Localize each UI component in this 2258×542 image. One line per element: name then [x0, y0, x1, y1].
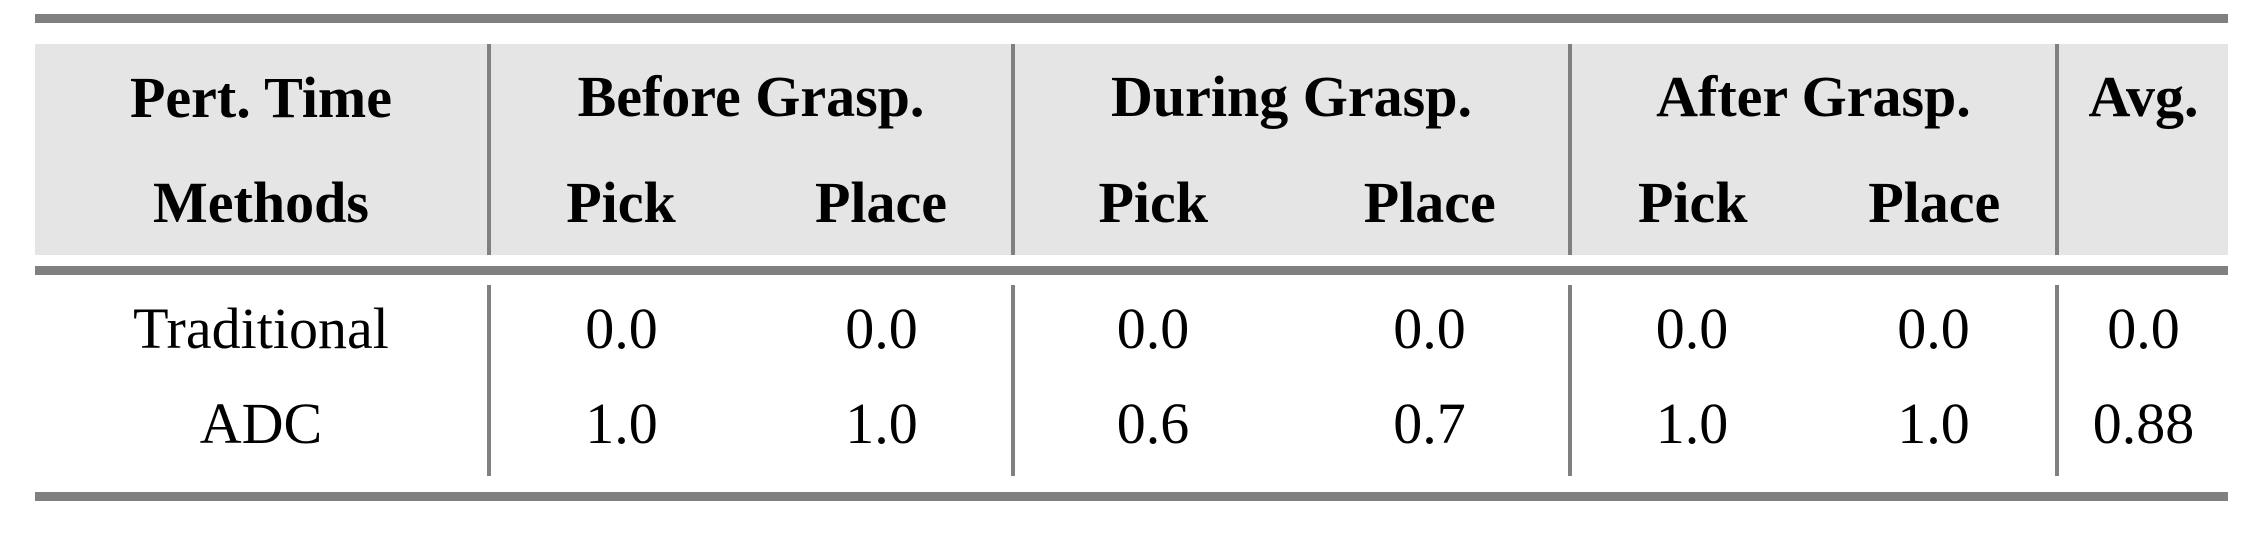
row-label-traditional: Traditional: [133, 295, 389, 361]
header-group-during-grasp: During Grasp. Pick Place: [1015, 44, 1568, 255]
header-cell-avg: Avg.: [2059, 44, 2228, 255]
header-methods-label: Methods: [153, 169, 369, 235]
header-separator-1: [487, 44, 491, 255]
body-separator-1: [487, 285, 491, 476]
header-before-grasp-label: Before Grasp.: [577, 64, 925, 129]
cell-adc-before-place: 1.0: [845, 390, 918, 456]
cell-traditional-after-pick: 0.0: [1655, 295, 1729, 361]
header-avg-label: Avg.: [2088, 64, 2199, 129]
header-after-grasp-pick: Pick: [1637, 169, 1748, 235]
table-header-background: [35, 44, 2228, 255]
header-separator-3: [1568, 44, 1572, 255]
column-during-place: 0.0 0.7: [1291, 281, 1568, 486]
cell-traditional-after-place: 0.0: [1897, 295, 1970, 361]
body-separator-3: [1568, 285, 1572, 476]
table-top-rule: [35, 14, 2228, 23]
header-group-before-grasp: Before Grasp. Pick Place: [491, 44, 1011, 255]
header-separator-2: [1011, 44, 1015, 255]
header-during-grasp-place: Place: [1363, 169, 1496, 235]
table-body: Traditional ADC 0.0 1.0 0.0 1.0 0.0 0.6 …: [35, 281, 2228, 486]
cell-adc-after-place: 1.0: [1897, 390, 1970, 456]
header-separator-4: [2055, 44, 2059, 255]
header-before-grasp-pick: Pick: [566, 169, 676, 235]
header-during-grasp-label: During Grasp.: [1111, 64, 1472, 129]
header-before-grasp-place: Place: [814, 169, 948, 235]
cell-traditional-before-place: 0.0: [845, 295, 918, 361]
header-after-grasp-place: Place: [1868, 169, 2001, 235]
column-before-pick: 0.0 1.0: [491, 281, 752, 486]
header-after-grasp-label: After Grasp.: [1656, 64, 1971, 129]
header-group-after-grasp: After Grasp. Pick Place: [1572, 44, 2055, 255]
header-pert-time-label: Pert. Time: [130, 64, 392, 130]
column-after-place: 0.0 1.0: [1812, 281, 2055, 486]
table-header-separator-rule: [35, 266, 2228, 275]
table-bottom-rule: [35, 492, 2228, 501]
table-row-label-column: Traditional ADC: [35, 281, 487, 486]
cell-adc-avg: 0.88: [2092, 390, 2195, 456]
cell-traditional-during-pick: 0.0: [1116, 295, 1190, 361]
header-cell-methods: Pert. Time Methods: [35, 44, 487, 255]
table-header-row-group: Pert. Time Methods Before Grasp. Pick Pl…: [35, 44, 2228, 255]
row-label-adc: ADC: [199, 390, 323, 456]
cell-traditional-before-pick: 0.0: [585, 295, 658, 361]
column-avg: 0.0 0.88: [2059, 281, 2228, 486]
cell-adc-before-pick: 1.0: [585, 390, 658, 456]
cell-adc-during-place: 0.7: [1393, 390, 1466, 456]
body-separator-2: [1011, 285, 1015, 476]
cell-adc-after-pick: 1.0: [1655, 390, 1729, 456]
column-during-pick: 0.0 0.6: [1015, 281, 1291, 486]
cell-adc-during-pick: 0.6: [1116, 390, 1190, 456]
column-before-place: 0.0 1.0: [752, 281, 1011, 486]
body-separator-4: [2055, 285, 2059, 476]
column-after-pick: 0.0 1.0: [1572, 281, 1812, 486]
header-during-grasp-pick: Pick: [1098, 169, 1209, 235]
cell-traditional-during-place: 0.0: [1393, 295, 1466, 361]
cell-traditional-avg: 0.0: [2107, 295, 2180, 361]
